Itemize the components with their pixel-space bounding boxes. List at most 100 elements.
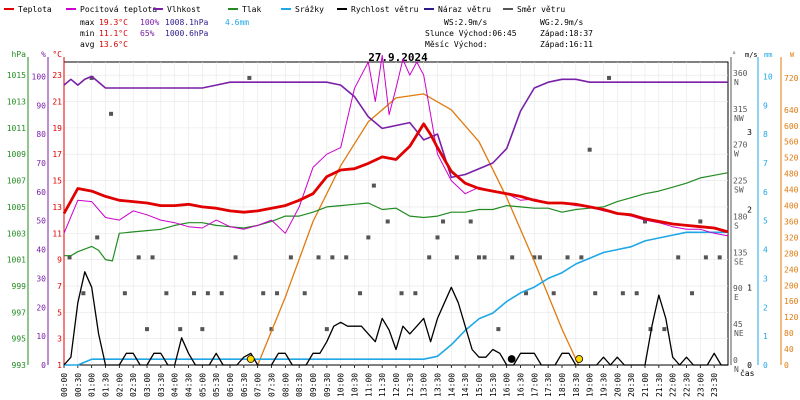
x-tick-label: 08:00	[281, 373, 290, 397]
series-line-vlhkost	[63, 75, 728, 179]
solar-tick-label: 440	[784, 186, 799, 195]
x-tick-label: 10:30	[351, 373, 360, 397]
humidity-tick-label: 20	[36, 303, 46, 312]
direction-tick-label: 135	[733, 248, 748, 257]
stats-min-hum: 65%	[140, 29, 155, 38]
wind-direction-point	[192, 291, 197, 296]
stats-block: max 19.3°C 100% 1008.1hPa 4.6mm min 11.1…	[80, 18, 593, 49]
solar-tick-label: 0	[784, 361, 789, 370]
temperature-tick-label: 5	[57, 308, 62, 317]
rain-tick-label: 9	[763, 101, 768, 110]
stats-avg-label: avg	[80, 40, 95, 49]
x-tick-label: 12:30	[406, 373, 415, 397]
x-tick-label: 18:00	[558, 373, 567, 397]
x-tick-label: 23:00	[696, 373, 705, 397]
stats-max-temp: 19.3°C	[99, 18, 128, 27]
wind-tick-label: 3	[747, 128, 752, 137]
series-line-tlak	[64, 172, 729, 262]
direction-tick-label: W	[734, 150, 739, 159]
wind-direction-point	[607, 75, 612, 80]
wind-direction-point	[662, 327, 667, 332]
solar-tick-label: 320	[784, 233, 799, 242]
wind-direction-point	[371, 183, 376, 188]
pressure-tick-label: 1007	[7, 177, 26, 186]
solar-tick-label: 480	[784, 170, 799, 179]
rain-tick-label: 10	[763, 72, 773, 81]
wind-direction-point	[690, 291, 695, 296]
stats-avg-temp: 13.6°C	[99, 40, 128, 49]
wind-direction-point	[698, 219, 703, 224]
solar-tick-label: 400	[784, 202, 799, 211]
pressure-tick-label: 1001	[7, 256, 26, 265]
rain-tick-label: 3	[763, 274, 768, 283]
legend-label: Teplota	[18, 5, 52, 14]
x-axis-unit: čas	[740, 368, 755, 378]
wind-direction-point	[496, 327, 501, 332]
pressure-axis-unit: hPa	[12, 50, 27, 59]
direction-tick-label: 45	[733, 320, 743, 329]
wind-direction-point	[109, 111, 114, 116]
direction-tick-label: 180	[733, 212, 748, 221]
pressure-tick-label: 997	[12, 308, 27, 317]
stats-sunset: Západ:18:37	[540, 29, 593, 38]
x-tick-label: 14:30	[461, 373, 470, 397]
x-tick-label: 06:00	[226, 373, 235, 397]
direction-tick-label: 90	[733, 284, 743, 293]
x-tick-label: 11:00	[364, 373, 373, 397]
x-tick-label: 00:00	[60, 373, 69, 397]
stats-ws: WS:2.9m/s	[444, 18, 488, 27]
x-tick-label: 01:00	[88, 373, 97, 397]
wind-direction-point	[316, 255, 321, 260]
solar-tick-label: 720	[784, 74, 799, 83]
legend-label: Rychlost větru	[351, 5, 419, 14]
solar-tick-label: 120	[784, 313, 799, 322]
x-tick-label: 05:30	[212, 373, 221, 397]
x-tick-label: 03:30	[157, 373, 166, 397]
x-tick-label: 10:00	[337, 373, 346, 397]
wind-direction-point	[435, 235, 440, 240]
x-tick-label: 20:00	[613, 373, 622, 397]
solar-tick-label: 240	[784, 265, 799, 274]
wind-direction-point	[482, 255, 487, 260]
x-tick-label: 22:30	[683, 373, 692, 397]
wind-direction-point	[551, 291, 556, 296]
direction-tick-label: 0	[733, 356, 738, 365]
x-tick-label: 09:30	[323, 373, 332, 397]
legend-label: Směr větru	[517, 5, 565, 14]
rain-tick-label: 4	[763, 246, 768, 255]
wind-direction-point	[275, 291, 280, 296]
humidity-tick-label: 10	[36, 332, 46, 341]
legend-label: Pocitová teplota	[80, 5, 157, 14]
humidity-tick-label: 40	[36, 246, 46, 255]
stats-moonset: Západ:16:11	[540, 40, 593, 49]
stats-max-press: 1008.1hPa	[165, 18, 209, 27]
plot-area	[62, 54, 729, 366]
x-tick-label: 12:00	[392, 373, 401, 397]
temperature-axis-unit: °C	[52, 50, 62, 59]
wind-direction-point	[427, 255, 432, 260]
wind-direction-point	[122, 291, 127, 296]
direction-tick-label: N	[734, 78, 739, 87]
wind-direction-point	[537, 255, 542, 260]
x-tick-label: 02:30	[129, 373, 138, 397]
temperature-tick-label: 1	[57, 361, 62, 370]
x-tick-label: 20:30	[627, 373, 636, 397]
direction-tick-label: 225	[733, 177, 748, 186]
series-line-solar	[257, 93, 580, 366]
wind-direction-point	[200, 327, 205, 332]
wind-tick-label: 2	[747, 206, 752, 215]
temperature-tick-label: 3	[57, 335, 62, 344]
x-tick-label: 15:30	[489, 373, 498, 397]
x-tick-label: 23:30	[710, 373, 719, 397]
wind-direction-point	[150, 255, 155, 260]
stats-wg: WG:2.9m/s	[540, 18, 584, 27]
wind-tick-label: 1	[747, 283, 752, 292]
wind-direction-point	[288, 255, 293, 260]
series-line-rychlost-větru	[63, 271, 728, 366]
solar-tick-label: 360	[784, 217, 799, 226]
x-tick-label: 21:30	[655, 373, 664, 397]
x-tick-label: 04:30	[185, 373, 194, 397]
wind-tick-label: 0	[747, 361, 752, 370]
stats-sunrise: Slunce Východ:06:45	[425, 29, 517, 38]
moon-marker	[507, 355, 516, 363]
